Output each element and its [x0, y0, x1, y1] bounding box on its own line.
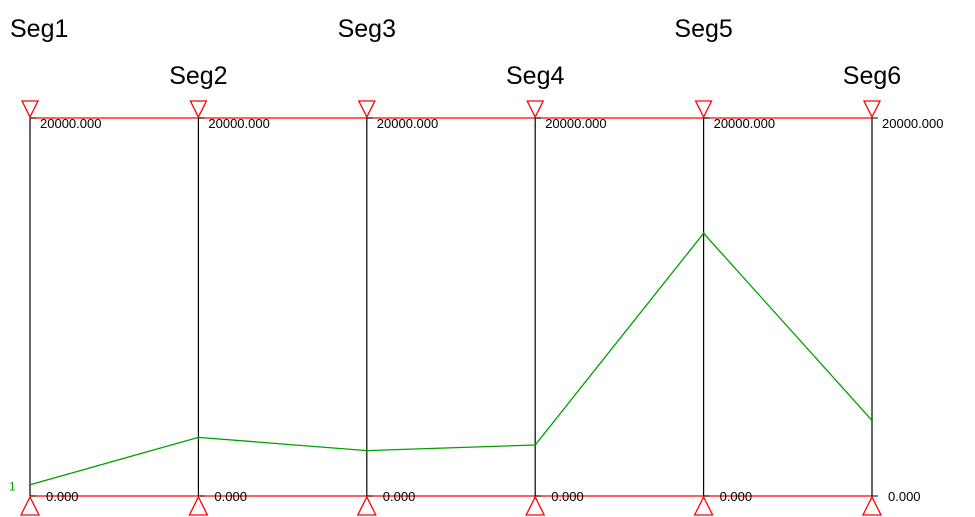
- axis-max-label: 20000.000: [545, 116, 606, 131]
- axis-title-seg3: Seg3: [338, 15, 396, 43]
- series-point-seg5: [702, 232, 704, 234]
- axis-title-seg1: Seg1: [10, 15, 68, 43]
- min-range-marker-icon[interactable]: [189, 497, 207, 515]
- series-point-seg2: [197, 436, 199, 438]
- min-range-marker-icon[interactable]: [526, 497, 544, 515]
- series-point-seg4: [534, 444, 536, 446]
- max-range-marker-icon[interactable]: [190, 101, 206, 117]
- max-range-marker-icon[interactable]: [359, 101, 375, 117]
- max-range-marker-icon[interactable]: [696, 101, 712, 117]
- series-layer: [29, 232, 873, 486]
- max-range-marker-icon[interactable]: [22, 101, 38, 117]
- axis-max-label: 20000.000: [40, 116, 101, 131]
- axis-title-seg2: Seg2: [169, 62, 227, 90]
- range-markers-layer: [21, 101, 881, 515]
- axis-title-seg4: Seg4: [506, 62, 564, 90]
- axis-max-label: 20000.000: [714, 116, 775, 131]
- max-range-marker-icon[interactable]: [864, 101, 880, 117]
- axis-min-label: 0.000: [888, 489, 921, 504]
- axis-min-label: 0.000: [383, 489, 416, 504]
- axis-max-label: 20000.000: [882, 116, 943, 131]
- axis-title-seg6: Seg6: [843, 62, 901, 90]
- series-line[interactable]: [30, 233, 872, 484]
- axis-max-label: 20000.000: [208, 116, 269, 131]
- axis-title-seg5: Seg5: [674, 15, 732, 43]
- axis-min-label: 0.000: [46, 489, 79, 504]
- series-point-seg6: [871, 419, 873, 421]
- min-range-marker-icon[interactable]: [863, 497, 881, 515]
- series-label: 1: [9, 480, 16, 494]
- min-range-marker-icon[interactable]: [21, 497, 39, 515]
- labels-layer: Seg1 20000.000 0.000 Seg2 20000.000 0.000 Seg3…: [9, 15, 943, 504]
- axis-min-label: 0.000: [720, 489, 753, 504]
- max-range-marker-icon[interactable]: [527, 101, 543, 117]
- axes-layer: [30, 118, 878, 496]
- min-range-marker-icon[interactable]: [358, 497, 376, 515]
- series-point-seg1: [29, 484, 31, 486]
- axis-min-label: 0.000: [214, 489, 247, 504]
- series-point-seg3: [366, 449, 368, 451]
- axis-max-label: 20000.000: [377, 116, 438, 131]
- axis-min-label: 0.000: [551, 489, 584, 504]
- min-range-marker-icon[interactable]: [695, 497, 713, 515]
